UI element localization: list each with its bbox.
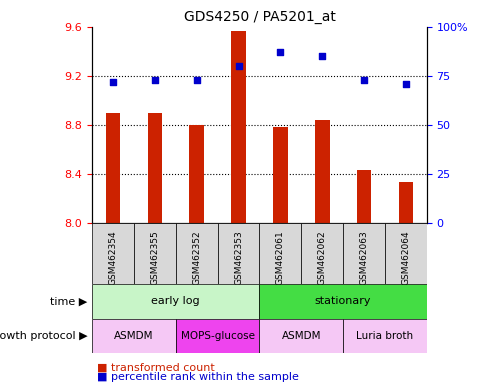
Bar: [342, 223, 384, 284]
Bar: [92, 223, 134, 284]
Title: GDS4250 / PA5201_at: GDS4250 / PA5201_at: [183, 10, 335, 25]
Bar: [314, 120, 329, 223]
Text: ASMDM: ASMDM: [281, 331, 320, 341]
Text: time ▶: time ▶: [50, 296, 87, 306]
Text: GSM462354: GSM462354: [108, 230, 117, 285]
Text: GSM462063: GSM462063: [359, 230, 368, 285]
Bar: [231, 31, 245, 223]
Bar: [259, 284, 426, 319]
Text: GSM462355: GSM462355: [150, 230, 159, 285]
Bar: [217, 223, 259, 284]
Bar: [384, 223, 426, 284]
Text: growth protocol ▶: growth protocol ▶: [0, 331, 87, 341]
Text: Luria broth: Luria broth: [356, 331, 413, 341]
Text: ASMDM: ASMDM: [114, 331, 153, 341]
Text: early log: early log: [151, 296, 200, 306]
Point: [401, 81, 409, 87]
Text: ■ transformed count: ■ transformed count: [97, 362, 214, 372]
Point: [276, 49, 284, 55]
Point: [360, 77, 367, 83]
Text: GSM462352: GSM462352: [192, 230, 201, 285]
Bar: [259, 319, 342, 353]
Text: GSM462353: GSM462353: [234, 230, 242, 285]
Bar: [175, 223, 217, 284]
Point: [151, 77, 158, 83]
Bar: [92, 284, 259, 319]
Text: ■ percentile rank within the sample: ■ percentile rank within the sample: [97, 372, 298, 382]
Bar: [398, 182, 412, 223]
Bar: [356, 170, 371, 223]
Text: GSM462064: GSM462064: [401, 230, 409, 285]
Text: MOPS-glucose: MOPS-glucose: [180, 331, 254, 341]
Bar: [259, 223, 301, 284]
Point: [109, 79, 117, 85]
Bar: [301, 223, 343, 284]
Point: [318, 53, 325, 59]
Bar: [92, 319, 175, 353]
Bar: [272, 127, 287, 223]
Bar: [175, 319, 259, 353]
Point: [234, 63, 242, 69]
Point: [193, 77, 200, 83]
Text: stationary: stationary: [314, 296, 371, 306]
Bar: [147, 113, 162, 223]
Bar: [189, 125, 204, 223]
Text: GSM462061: GSM462061: [275, 230, 284, 285]
Bar: [134, 223, 175, 284]
Bar: [106, 113, 120, 223]
Bar: [342, 319, 426, 353]
Text: GSM462062: GSM462062: [317, 230, 326, 285]
